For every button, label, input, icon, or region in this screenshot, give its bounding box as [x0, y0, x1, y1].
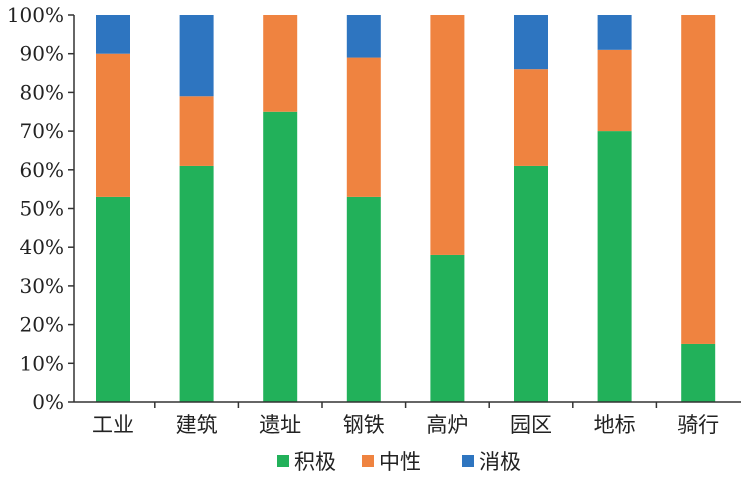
bar-segment	[179, 165, 214, 402]
bar-segment	[597, 131, 632, 402]
bar-segment	[514, 15, 548, 70]
x-tick-label: 遗址	[259, 413, 301, 437]
bar-segment	[96, 53, 130, 197]
legend-swatch	[277, 455, 289, 467]
legend-label: 积极	[294, 450, 336, 474]
legend-label: 消极	[479, 450, 521, 474]
bar-segment	[263, 15, 298, 112]
bars-group	[96, 15, 716, 402]
y-tick-label: 0%	[32, 390, 64, 414]
legend: 积极 中性 消极	[277, 450, 521, 474]
y-tick-label: 30%	[20, 274, 64, 298]
bar-segment	[346, 196, 381, 402]
x-tick-label: 建筑	[176, 413, 218, 437]
bar-segment	[597, 49, 632, 132]
y-tick-label: 40%	[20, 235, 64, 259]
bar-segment	[179, 15, 214, 97]
bar-segment	[96, 196, 130, 402]
y-tick-label: 100%	[7, 3, 64, 27]
bar-segment	[430, 254, 465, 402]
bar-segment	[681, 343, 716, 402]
x-tick-label: 园区	[510, 413, 552, 437]
y-tick-label: 50%	[20, 197, 64, 221]
bar-segment	[96, 15, 130, 54]
legend-swatch	[462, 455, 474, 467]
bar-segment	[346, 57, 381, 197]
bar-segment	[179, 96, 214, 166]
legend-label: 中性	[379, 450, 421, 474]
y-tick-label: 90%	[20, 42, 64, 66]
y-tick-label: 80%	[20, 80, 64, 104]
x-tick-label: 钢铁	[343, 413, 385, 437]
x-tick-label: 高炉	[426, 413, 468, 437]
bar-segment	[597, 15, 632, 50]
bar-segment	[346, 15, 381, 58]
x-tick-label: 骑行	[677, 413, 719, 437]
bar-segment	[514, 165, 548, 402]
legend-swatch	[362, 455, 374, 467]
y-tick-label: 20%	[20, 313, 64, 337]
y-tick-label: 10%	[20, 351, 64, 375]
x-tick-label: 工业	[92, 413, 134, 437]
y-tick-label: 70%	[20, 119, 64, 143]
x-axis-labels: 工业 建筑 遗址 钢铁 高炉 园区 地标 骑行	[92, 402, 719, 437]
bar-segment	[514, 69, 548, 166]
x-tick-label: 地标	[594, 413, 636, 437]
bar-segment	[263, 111, 298, 402]
bar-segment	[430, 15, 465, 255]
y-tick-label: 60%	[20, 158, 64, 182]
bar-segment	[681, 15, 716, 344]
y-axis-ticks: 0% 10% 20% 30% 40% 50% 60% 70% 80% 90% 100%	[7, 3, 74, 414]
